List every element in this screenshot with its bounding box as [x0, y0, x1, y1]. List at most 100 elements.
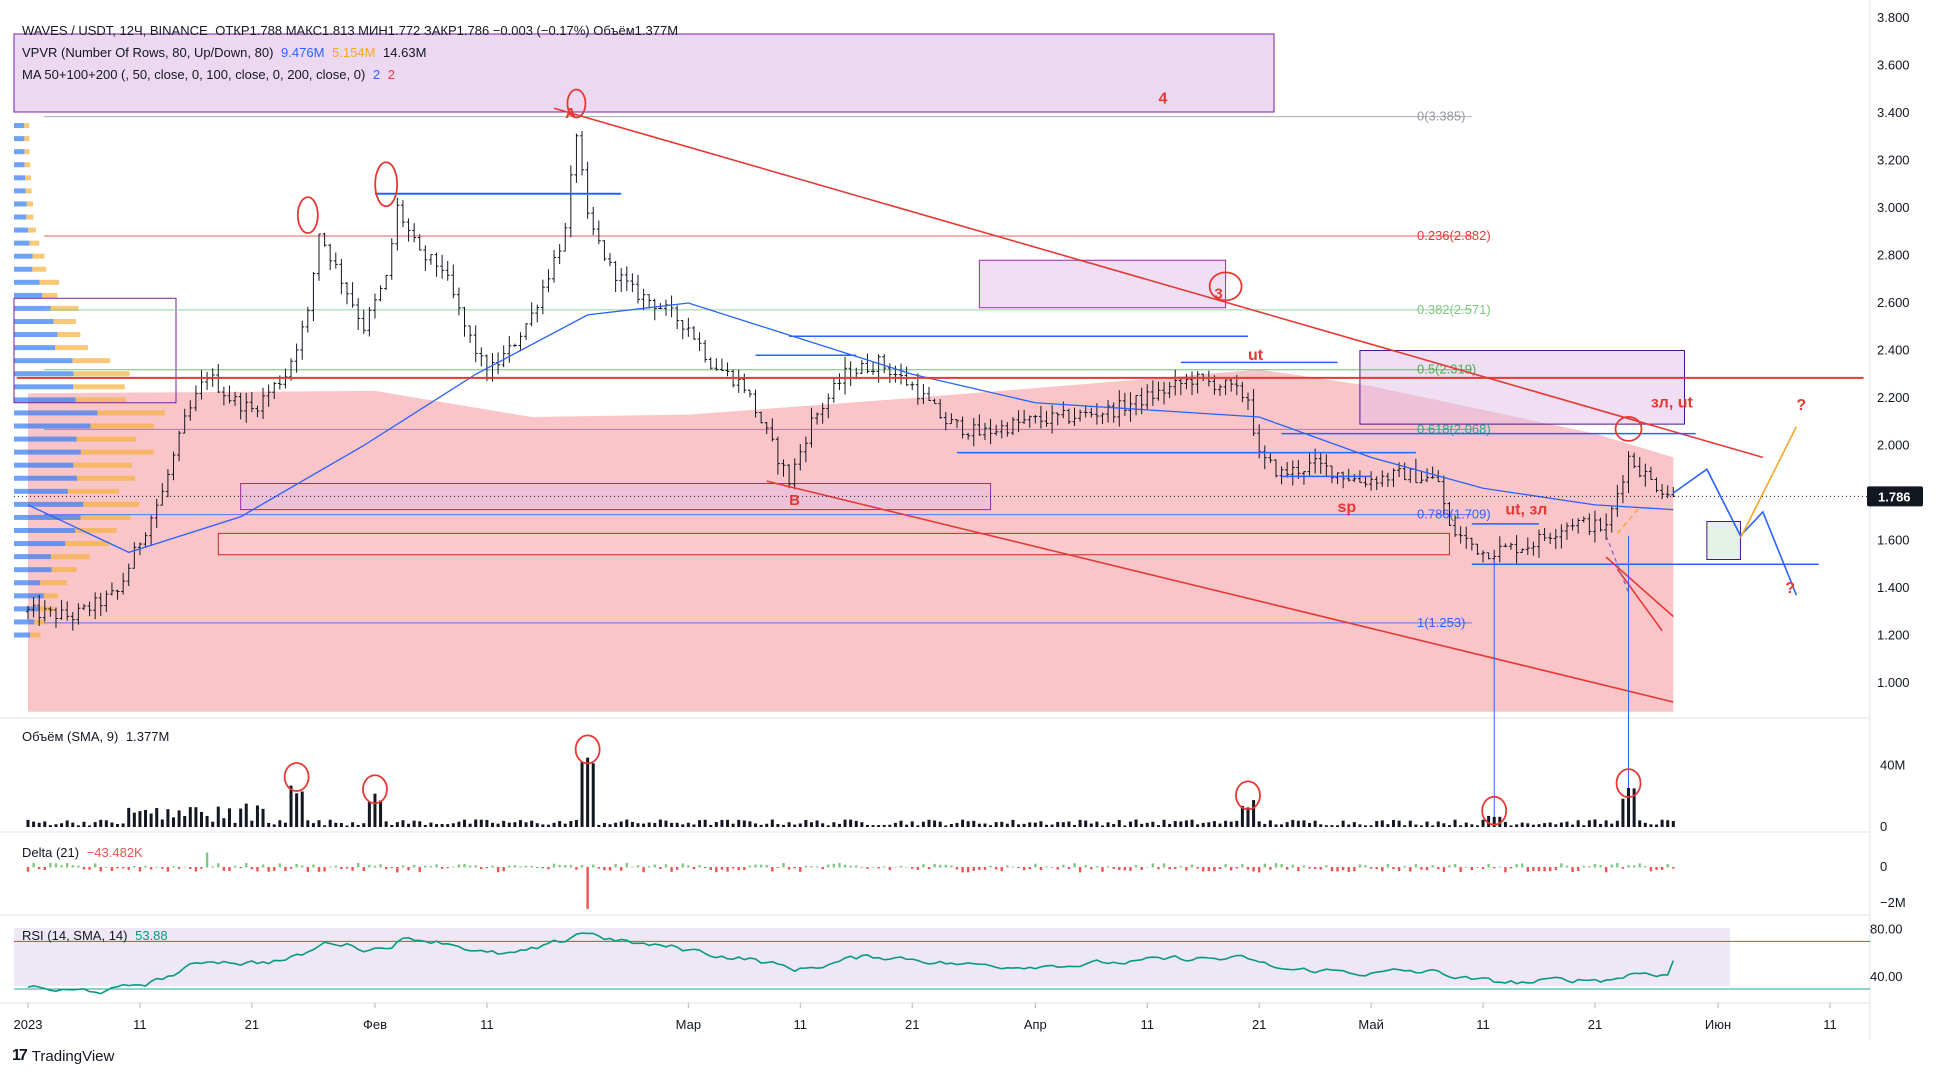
volume-bar — [244, 803, 248, 827]
delta-bar — [558, 864, 561, 868]
volume-bar — [989, 825, 993, 827]
volume-bar — [630, 821, 634, 827]
volume-bar — [1296, 820, 1300, 827]
volume-bar — [552, 822, 556, 827]
time-axis-tick: 11 — [480, 1017, 494, 1032]
volume-bar — [658, 819, 662, 827]
delta-bar — [687, 865, 690, 868]
vpvr-down: 5.154М — [332, 45, 376, 60]
delta-bar — [1274, 863, 1278, 868]
delta-bar — [1409, 867, 1412, 872]
time-axis-tick: 11 — [794, 1017, 808, 1032]
delta-bar — [1616, 863, 1619, 868]
last-price-value: 1.786 — [1878, 489, 1911, 504]
delta-bar — [1151, 863, 1155, 868]
volume-bar — [670, 822, 674, 827]
delta-bar — [821, 867, 824, 870]
volume-bar — [1492, 816, 1496, 827]
volume-bar — [1100, 825, 1104, 827]
delta-bar — [782, 863, 785, 868]
time-axis-tick: 11 — [1823, 1017, 1837, 1032]
volume-bar — [1207, 822, 1211, 827]
volume-bar — [843, 819, 847, 827]
delta-bar — [1039, 867, 1043, 871]
volume-bar — [1341, 820, 1345, 827]
delta-bar — [49, 862, 52, 868]
delta-bar — [787, 867, 791, 870]
zone-red-low — [217, 532, 1450, 556]
delta-bar — [765, 864, 768, 868]
vpvr-up-bar — [14, 501, 84, 507]
delta-bar — [927, 867, 931, 870]
volume-bar — [1632, 788, 1636, 827]
volume-bar — [748, 821, 752, 827]
delta-bar — [726, 867, 729, 872]
volume-bar — [569, 821, 573, 827]
vpvr-down-bar — [24, 149, 30, 155]
vpvr-up-bar — [14, 528, 76, 533]
delta-bar — [592, 864, 595, 868]
label-ut: ut — [1248, 347, 1264, 364]
delta-bar — [37, 867, 41, 870]
delta-bar — [911, 867, 914, 869]
delta-bar — [1302, 865, 1306, 868]
volume-bar — [1324, 825, 1328, 827]
delta-bar — [1420, 867, 1423, 870]
delta-bar — [1017, 867, 1020, 869]
volume-bar — [1459, 825, 1463, 827]
tradingview-brand[interactable]: 17 TradingView — [12, 1047, 114, 1065]
volume-bar — [1604, 820, 1608, 827]
volume-bar — [1179, 821, 1183, 827]
delta-bar — [961, 867, 964, 873]
delta-bar — [1207, 867, 1211, 871]
volume-bar — [1515, 824, 1519, 827]
volume-bar — [1212, 821, 1216, 827]
vpvr-down-bar — [32, 266, 47, 272]
vpvr-down-bar — [73, 384, 125, 390]
wave-label-a: A — [565, 105, 576, 122]
ma-line — [27, 302, 1674, 554]
label-ut-zl: ut, зл — [1505, 501, 1547, 518]
volume-bar — [1067, 821, 1071, 827]
delta-bar — [468, 865, 472, 868]
zone-purple-3 — [978, 259, 1227, 309]
volume-highlight-circle — [1615, 768, 1642, 799]
delta-bar — [1554, 867, 1557, 870]
trendline-lower — [766, 480, 1674, 703]
time-axis-tick: Апр — [1024, 1017, 1047, 1032]
volume-bar — [429, 822, 433, 827]
delta-bar — [614, 863, 617, 868]
volume-bar — [513, 822, 517, 827]
legend-delta: Delta (21) −43.482K — [22, 842, 147, 864]
cross-line — [1616, 568, 1663, 632]
delta-bar — [1285, 867, 1289, 870]
volume-bar — [832, 822, 836, 827]
delta-bar — [32, 863, 35, 868]
delta-bar — [228, 867, 231, 872]
volume-bar — [93, 822, 97, 827]
delta-bar — [776, 867, 780, 868]
delta-bar — [1476, 867, 1479, 868]
volume-bar — [653, 823, 657, 827]
volume-bar — [1425, 821, 1429, 827]
volume-bar — [1240, 805, 1244, 827]
vpvr-up-bar — [14, 410, 98, 416]
delta-bar — [530, 865, 533, 868]
brand-name: TradingView — [31, 1047, 115, 1065]
delta-bar — [452, 866, 455, 868]
delta-bar — [1660, 867, 1664, 870]
volume-bar — [507, 822, 511, 827]
volume-highlight-circle — [362, 774, 388, 805]
delta-bar — [43, 867, 46, 871]
time-axis-tick: Фев — [363, 1017, 387, 1032]
volume-bar — [524, 822, 528, 827]
delta-bar — [435, 864, 438, 868]
volume-bar — [216, 806, 220, 827]
delta-bar — [1202, 867, 1205, 872]
volume-bar — [681, 824, 685, 827]
volume-bar — [558, 821, 562, 827]
volume-bar — [1649, 824, 1653, 827]
vpvr-down-bar — [26, 214, 34, 220]
